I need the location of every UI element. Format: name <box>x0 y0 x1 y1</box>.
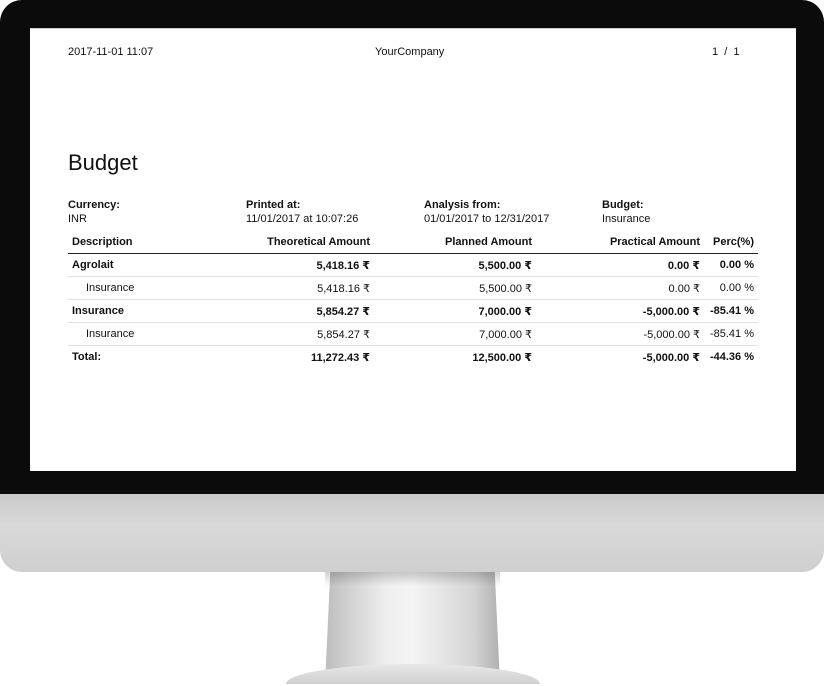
info-budget: Budget: Insurance <box>602 198 650 226</box>
budget-table: Description Theoretical Amount Planned A… <box>68 234 758 368</box>
screen: 2017-11-01 11:07 YourCompany 1 / 1 Budge… <box>30 28 796 471</box>
budget-label: Budget: <box>602 199 644 211</box>
info-currency: Currency: INR <box>68 198 120 226</box>
cell-theoretical: 5,854.27 ₹ <box>226 322 374 346</box>
table-row: Agrolait 5,418.16 ₹ 5,500.00 ₹ 0.00 ₹ 0.… <box>68 254 758 277</box>
cell-perc: -85.41 % <box>704 322 758 346</box>
table-total-row: Total: 11,272.43 ₹ 12,500.00 ₹ -5,000.00… <box>68 345 758 368</box>
cell-description: Agrolait <box>72 259 114 271</box>
analysis-label: Analysis from: <box>424 199 501 211</box>
cell-description: Insurance <box>68 322 226 346</box>
col-header-description: Description <box>68 234 226 254</box>
cell-description: Insurance <box>68 276 226 300</box>
cell-theoretical: 5,418.16 ₹ <box>226 276 374 300</box>
col-header-planned: Planned Amount <box>374 234 536 254</box>
currency-value: INR <box>68 213 87 225</box>
cell-planned: 5,500.00 ₹ <box>374 276 536 300</box>
report-title: Budget <box>68 150 138 175</box>
currency-label: Currency: <box>68 199 120 211</box>
cell-practical: -5,000.00 ₹ <box>536 322 704 346</box>
header-page-number: 1 / 1 <box>712 46 740 58</box>
col-header-practical: Practical Amount <box>536 234 704 254</box>
page-top-border <box>30 28 796 29</box>
printed-at-value: 11/01/2017 at 10:07:26 <box>246 213 359 225</box>
cell-perc: 0.00 % <box>719 259 754 271</box>
info-printed-at: Printed at: 11/01/2017 at 10:07:26 <box>246 198 358 226</box>
cell-theoretical: 11,272.43 ₹ <box>226 345 374 368</box>
cell-description: Insurance <box>68 299 226 323</box>
cell-planned: 5,500.00 ₹ <box>478 259 532 272</box>
cell-practical: 0.00 ₹ <box>536 276 704 300</box>
col-header-perc: Perc(%) <box>704 234 758 254</box>
monitor-bezel: 2017-11-01 11:07 YourCompany 1 / 1 Budge… <box>0 0 824 494</box>
cell-theoretical: 5,418.16 ₹ <box>316 259 370 272</box>
table-row: Insurance 5,854.27 ₹ 7,000.00 ₹ -5,000.0… <box>68 299 758 323</box>
budget-value: Insurance <box>602 213 651 225</box>
header-datetime: 2017-11-01 11:07 <box>68 46 154 58</box>
analysis-value: 01/01/2017 to 12/31/2017 <box>424 213 550 225</box>
table-header-row: Description Theoretical Amount Planned A… <box>68 234 758 254</box>
cell-planned: 12,500.00 ₹ <box>374 345 536 368</box>
cell-theoretical: 5,854.27 ₹ <box>226 299 374 323</box>
cell-perc: -44.36 % <box>704 345 758 368</box>
printed-at-label: Printed at: <box>246 199 301 211</box>
col-header-theoretical: Theoretical Amount <box>226 234 374 254</box>
monitor-stand-base <box>286 664 540 684</box>
cell-perc: 0.00 % <box>704 276 758 300</box>
table-row: Insurance 5,854.27 ₹ 7,000.00 ₹ -5,000.0… <box>68 322 758 346</box>
cell-planned: 7,000.00 ₹ <box>374 299 536 323</box>
info-analysis-period: Analysis from: 01/01/2017 to 12/31/2017 <box>424 198 549 226</box>
table-row: Insurance 5,418.16 ₹ 5,500.00 ₹ 0.00 ₹ 0… <box>68 276 758 300</box>
cell-perc: -85.41 % <box>704 299 758 323</box>
header-company: YourCompany <box>375 46 445 58</box>
cell-planned: 7,000.00 ₹ <box>374 322 536 346</box>
cell-practical: 0.00 ₹ <box>667 259 700 272</box>
monitor-stand-shadow <box>325 572 500 586</box>
monitor-chin <box>0 494 824 572</box>
cell-practical: -5,000.00 ₹ <box>536 345 704 368</box>
cell-practical: -5,000.00 ₹ <box>536 299 704 323</box>
cell-description: Total: <box>68 345 226 368</box>
